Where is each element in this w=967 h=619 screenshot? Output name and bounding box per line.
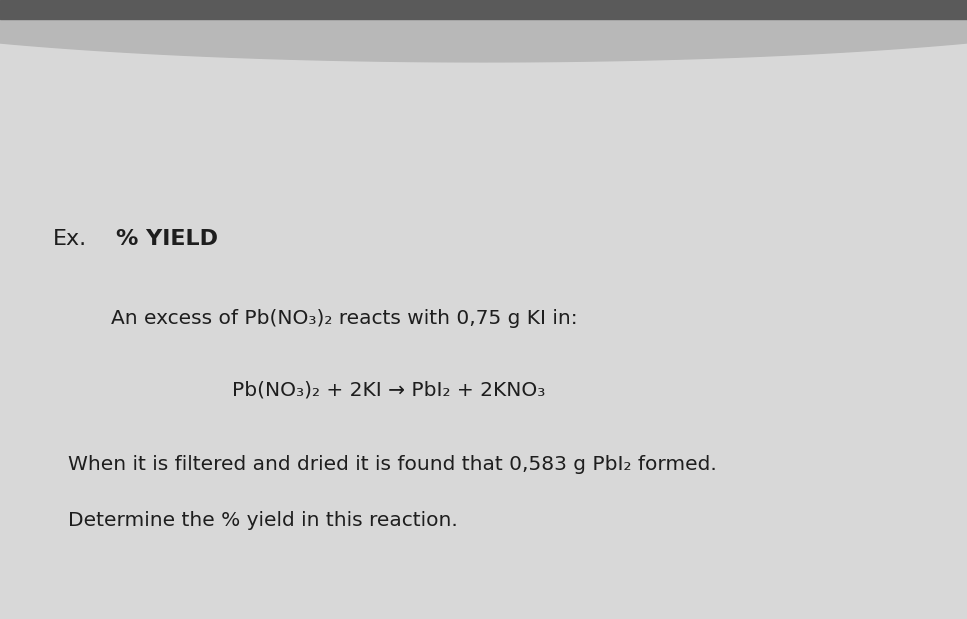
Text: An excess of Pb(NO₃)₂ reacts with 0,75 g KI in:: An excess of Pb(NO₃)₂ reacts with 0,75 g… [111,310,578,329]
Text: Ex.: Ex. [53,229,87,249]
Polygon shape [0,0,967,62]
FancyBboxPatch shape [0,0,967,43]
Text: When it is filtered and dried it is found that 0,583 g PbI₂ formed.: When it is filtered and dried it is foun… [68,455,717,474]
Text: Pb(NO₃)₂ + 2KI → PbI₂ + 2KNO₃: Pb(NO₃)₂ + 2KI → PbI₂ + 2KNO₃ [232,381,545,400]
Text: Determine the % yield in this reaction.: Determine the % yield in this reaction. [68,511,457,530]
Text: % YIELD: % YIELD [116,229,218,249]
FancyBboxPatch shape [0,25,967,619]
Polygon shape [0,0,967,19]
